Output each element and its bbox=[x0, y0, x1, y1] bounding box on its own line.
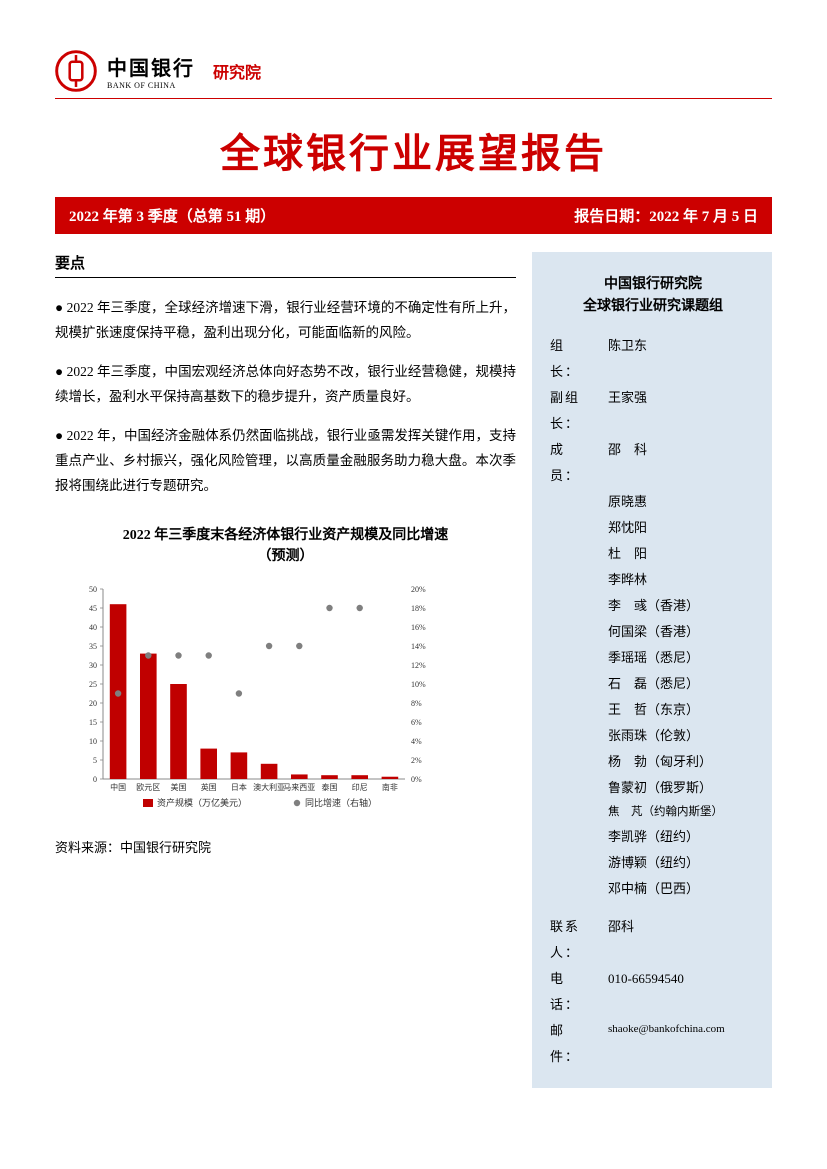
svg-text:5: 5 bbox=[93, 756, 97, 765]
svg-text:日本: 日本 bbox=[231, 782, 247, 792]
bullet-item: ● 2022 年三季度，中国宏观经济总体向好态势不改，银行业经营稳健，规模持续增… bbox=[55, 360, 516, 410]
chart-container: 0 5 10 15 20 25 30 35 40 45 50 0% 2% 4% 6% 8% 10% 12% 14% 1… bbox=[65, 579, 435, 829]
svg-text:美国: 美国 bbox=[171, 782, 187, 792]
member-name: 何国梁（香港） bbox=[608, 619, 756, 645]
svg-text:0: 0 bbox=[93, 775, 97, 784]
phone-value: 010-66594540 bbox=[608, 966, 756, 1018]
svg-text:40: 40 bbox=[89, 623, 97, 632]
issue-number: 2022 年第 3 季度（总第 51 期） bbox=[69, 205, 275, 226]
deputy-name: 王家强 bbox=[608, 385, 756, 437]
member-label: 成 员： bbox=[550, 437, 608, 489]
team-org-l2: 全球银行业研究课题组 bbox=[583, 299, 723, 314]
left-column: 要点 ● 2022 年三季度，全球经济增速下滑，银行业经营环境的不确定性有所上升… bbox=[55, 252, 516, 1088]
svg-text:10%: 10% bbox=[411, 680, 426, 689]
svg-text:16%: 16% bbox=[411, 623, 426, 632]
member-name: 李晔林 bbox=[608, 567, 756, 593]
email-value: shaoke@bankofchina.com bbox=[608, 1018, 756, 1070]
header: 中国银行 BANK OF CHINA 研究院 bbox=[55, 50, 772, 92]
member-name: 季瑶瑶（悉尼） bbox=[608, 645, 756, 671]
contact-name: 邵科 bbox=[608, 914, 756, 966]
svg-text:4%: 4% bbox=[411, 737, 422, 746]
member-name: 李凯骅（纽约） bbox=[608, 824, 756, 850]
svg-text:20: 20 bbox=[89, 699, 97, 708]
member-name: 石 磊（悉尼） bbox=[608, 671, 756, 697]
member-name: 郑忱阳 bbox=[608, 515, 756, 541]
brand-cn: 中国银行 bbox=[107, 52, 195, 81]
team-leader-row: 组 长： 陈卫东 bbox=[550, 333, 756, 385]
issue-date: 报告日期：2022 年 7 月 5 日 bbox=[574, 205, 758, 226]
team-member-row: 成 员： 邵 科 bbox=[550, 437, 756, 489]
report-title: 全球银行业展望报告 bbox=[55, 121, 772, 179]
chart-source: 资料来源：中国银行研究院 bbox=[55, 837, 516, 856]
svg-text:45: 45 bbox=[89, 604, 97, 613]
deputy-label: 副组长： bbox=[550, 385, 608, 437]
leader-label: 组 长： bbox=[550, 333, 608, 385]
brand-en: BANK OF CHINA bbox=[107, 81, 195, 90]
highlights-heading: 要点 bbox=[55, 252, 516, 273]
svg-text:英国: 英国 bbox=[201, 782, 217, 792]
svg-text:14%: 14% bbox=[411, 642, 426, 651]
svg-text:马来西亚: 马来西亚 bbox=[283, 783, 315, 792]
member-name: 鲁蒙初（俄罗斯） bbox=[608, 775, 756, 801]
team-deputy-row: 副组长： 王家强 bbox=[550, 385, 756, 437]
svg-text:15: 15 bbox=[89, 718, 97, 727]
issue-bar: 2022 年第 3 季度（总第 51 期） 报告日期：2022 年 7 月 5 … bbox=[55, 197, 772, 234]
svg-text:12%: 12% bbox=[411, 661, 426, 670]
phone-label: 电 话： bbox=[550, 966, 608, 1018]
svg-text:10: 10 bbox=[89, 737, 97, 746]
chart-title-l1: 2022 年三季度末各经济体银行业资产规模及同比增速 bbox=[123, 528, 449, 543]
phone-row: 电 话： 010-66594540 bbox=[550, 966, 756, 1018]
svg-text:澳大利亚: 澳大利亚 bbox=[253, 782, 285, 792]
team-org-l1: 中国银行研究院 bbox=[604, 277, 702, 292]
highlights-rule bbox=[55, 277, 516, 278]
svg-text:20%: 20% bbox=[411, 585, 426, 594]
svg-text:0%: 0% bbox=[411, 775, 422, 784]
contact-row: 联系人： 邵科 bbox=[550, 914, 756, 966]
member-name: 原晓惠 bbox=[608, 489, 756, 515]
email-label: 邮 件： bbox=[550, 1018, 608, 1070]
svg-text:25: 25 bbox=[89, 680, 97, 689]
svg-text:中国: 中国 bbox=[110, 782, 126, 792]
member-name: 王 哲（东京） bbox=[608, 697, 756, 723]
svg-text:欧元区: 欧元区 bbox=[136, 782, 160, 792]
svg-text:泰国: 泰国 bbox=[322, 782, 338, 792]
member-name: 游博颖（纽约） bbox=[608, 850, 756, 876]
svg-text:6%: 6% bbox=[411, 718, 422, 727]
sidebar-team: 中国银行研究院 全球银行业研究课题组 组 长： 陈卫东 副组长： 王家强 成 员… bbox=[532, 252, 772, 1088]
leader-name: 陈卫东 bbox=[608, 333, 756, 385]
boc-logo-icon bbox=[55, 50, 97, 92]
chart-title-l2: （预测） bbox=[258, 549, 314, 564]
contact-label: 联系人： bbox=[550, 914, 608, 966]
member-name: 邓中楠（巴西） bbox=[608, 876, 756, 902]
institute-label: 研究院 bbox=[213, 59, 261, 83]
svg-text:30: 30 bbox=[89, 661, 97, 670]
svg-text:同比增速（右轴）: 同比增速（右轴） bbox=[305, 797, 377, 808]
svg-text:资产规模（万亿美元）: 资产规模（万亿美元） bbox=[157, 797, 247, 808]
svg-text:8%: 8% bbox=[411, 699, 422, 708]
member-name: 张雨珠（伦敦） bbox=[608, 723, 756, 749]
bullet-item: ● 2022 年，中国经济金融体系仍然面临挑战，银行业亟需发挥关键作用，支持重点… bbox=[55, 424, 516, 499]
main-content: 要点 ● 2022 年三季度，全球经济增速下滑，银行业经营环境的不确定性有所上升… bbox=[55, 252, 772, 1088]
member-name: 焦 芃（约翰内斯堡） bbox=[608, 801, 756, 824]
svg-text:南非: 南非 bbox=[382, 782, 398, 792]
brand-block: 中国银行 BANK OF CHINA bbox=[107, 52, 195, 90]
email-row: 邮 件： shaoke@bankofchina.com bbox=[550, 1018, 756, 1070]
svg-text:印尼: 印尼 bbox=[352, 783, 368, 792]
svg-text:35: 35 bbox=[89, 642, 97, 651]
svg-text:2%: 2% bbox=[411, 756, 422, 765]
bullet-item: ● 2022 年三季度，全球经济增速下滑，银行业经营环境的不确定性有所上升，规模… bbox=[55, 296, 516, 346]
member-name: 杨 勃（匈牙利） bbox=[608, 749, 756, 775]
chart-title: 2022 年三季度末各经济体银行业资产规模及同比增速 （预测） bbox=[55, 525, 516, 567]
member-name: 杜 阳 bbox=[608, 541, 756, 567]
member-name: 李 彧（香港） bbox=[608, 593, 756, 619]
chart-svg: 0 5 10 15 20 25 30 35 40 45 50 0% 2% 4% 6% 8% 10% 12% 14% 1… bbox=[65, 579, 435, 829]
svg-text:18%: 18% bbox=[411, 604, 426, 613]
member-name: 邵 科 bbox=[608, 437, 756, 489]
header-rule bbox=[55, 98, 772, 99]
svg-text:50: 50 bbox=[89, 585, 97, 594]
team-org: 中国银行研究院 全球银行业研究课题组 bbox=[550, 274, 756, 319]
